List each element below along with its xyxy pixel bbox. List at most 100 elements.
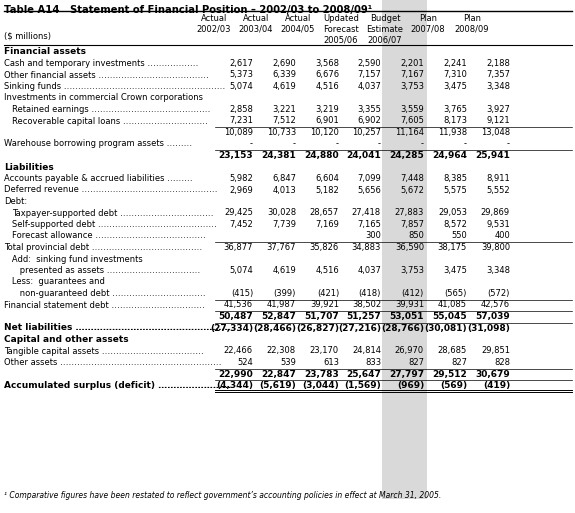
Text: (412): (412) <box>402 289 424 298</box>
Text: Self-supported debt ……………………………………: Self-supported debt …………………………………… <box>12 220 217 229</box>
Text: 29,425: 29,425 <box>224 208 253 218</box>
Text: 7,099: 7,099 <box>357 174 381 183</box>
Text: 3,219: 3,219 <box>315 105 339 114</box>
Text: -: - <box>507 140 510 148</box>
Text: 39,800: 39,800 <box>481 243 510 252</box>
Text: (572): (572) <box>488 289 510 298</box>
Text: 2,241: 2,241 <box>443 59 467 68</box>
Text: 29,869: 29,869 <box>481 208 510 218</box>
Text: 24,880: 24,880 <box>304 151 339 160</box>
Text: Financial assets: Financial assets <box>4 48 86 56</box>
Text: Capital and other assets: Capital and other assets <box>4 335 129 344</box>
Text: (1,569): (1,569) <box>344 381 381 390</box>
Text: ($ millions): ($ millions) <box>4 32 51 41</box>
Text: 833: 833 <box>365 358 381 367</box>
Text: -: - <box>378 140 381 148</box>
Text: -: - <box>421 140 424 148</box>
Text: (4,344): (4,344) <box>216 381 253 390</box>
Text: 6,902: 6,902 <box>357 116 381 126</box>
Text: Sinking funds …………………………………………………: Sinking funds ………………………………………………… <box>4 82 225 91</box>
Text: 55,045: 55,045 <box>432 312 467 321</box>
Text: 10,257: 10,257 <box>352 128 381 137</box>
Text: 13,048: 13,048 <box>481 128 510 137</box>
Text: 22,308: 22,308 <box>267 346 296 356</box>
Text: (27,334): (27,334) <box>210 324 253 332</box>
Text: 41,536: 41,536 <box>224 301 253 309</box>
Text: 4,619: 4,619 <box>272 82 296 91</box>
Text: 29,053: 29,053 <box>438 208 467 218</box>
Text: 25,941: 25,941 <box>475 151 510 160</box>
Text: 4,037: 4,037 <box>357 266 381 275</box>
Text: 3,348: 3,348 <box>486 266 510 275</box>
Text: 7,231: 7,231 <box>229 116 253 126</box>
Text: 7,357: 7,357 <box>486 70 510 80</box>
Text: 28,657: 28,657 <box>310 208 339 218</box>
Text: 9,121: 9,121 <box>486 116 510 126</box>
Text: -: - <box>464 140 467 148</box>
Text: 52,847: 52,847 <box>261 312 296 321</box>
Text: 2,858: 2,858 <box>229 105 253 114</box>
Text: 24,381: 24,381 <box>261 151 296 160</box>
Text: 5,656: 5,656 <box>357 186 381 194</box>
Text: -: - <box>336 140 339 148</box>
Text: Actual
2003/04: Actual 2003/04 <box>239 14 273 34</box>
Text: 3,765: 3,765 <box>443 105 467 114</box>
Text: 29,851: 29,851 <box>481 346 510 356</box>
Text: 23,153: 23,153 <box>218 151 253 160</box>
Text: 550: 550 <box>451 231 467 241</box>
Text: 11,938: 11,938 <box>438 128 467 137</box>
Text: 22,847: 22,847 <box>261 369 296 379</box>
Text: Cash and temporary investments ………………: Cash and temporary investments ……………… <box>4 59 198 68</box>
Text: 7,512: 7,512 <box>272 116 296 126</box>
Text: Debt:: Debt: <box>4 197 27 206</box>
Text: 3,927: 3,927 <box>486 105 510 114</box>
Text: 50,487: 50,487 <box>218 312 253 321</box>
Text: 6,847: 6,847 <box>272 174 296 183</box>
Text: 2,617: 2,617 <box>229 59 253 68</box>
Text: 7,605: 7,605 <box>400 116 424 126</box>
Text: (28,766): (28,766) <box>381 324 424 332</box>
Text: 39,931: 39,931 <box>395 301 424 309</box>
Text: Warehouse borrowing program assets ………: Warehouse borrowing program assets ……… <box>4 140 192 148</box>
Text: Forecast allowance …………………………………: Forecast allowance ………………………………… <box>12 231 206 241</box>
Text: 57,039: 57,039 <box>476 312 510 321</box>
Text: Accounts payable & accrued liabilities ………: Accounts payable & accrued liabilities …… <box>4 174 193 183</box>
Text: 22,466: 22,466 <box>224 346 253 356</box>
Text: 29,512: 29,512 <box>432 369 467 379</box>
Text: Budget
Estimate
2006/07: Budget Estimate 2006/07 <box>366 14 404 45</box>
Text: (3,044): (3,044) <box>302 381 339 390</box>
Text: 3,221: 3,221 <box>272 105 296 114</box>
Text: 10,733: 10,733 <box>267 128 296 137</box>
Text: 400: 400 <box>494 231 510 241</box>
Text: 4,516: 4,516 <box>315 82 339 91</box>
Text: (399): (399) <box>274 289 296 298</box>
Text: Taxpayer-supported debt ……………………………: Taxpayer-supported debt …………………………… <box>12 208 213 218</box>
Text: 524: 524 <box>237 358 253 367</box>
Text: (415): (415) <box>231 289 253 298</box>
Text: 22,990: 22,990 <box>218 369 253 379</box>
Text: 27,797: 27,797 <box>389 369 424 379</box>
Text: Liabilities: Liabilities <box>4 163 53 171</box>
Text: Accumulated surplus (deficit) ……………………: Accumulated surplus (deficit) …………………… <box>4 381 231 390</box>
Text: Other financial assets …………………………………: Other financial assets ………………………………… <box>4 70 209 80</box>
Text: (569): (569) <box>440 381 467 390</box>
Text: 8,385: 8,385 <box>443 174 467 183</box>
Text: Tangible capital assets ………………………………: Tangible capital assets ……………………………… <box>4 346 204 356</box>
Text: 7,448: 7,448 <box>400 174 424 183</box>
Text: 2,201: 2,201 <box>400 59 424 68</box>
Text: 3,475: 3,475 <box>443 82 467 91</box>
Text: 3,348: 3,348 <box>486 82 510 91</box>
Text: 6,676: 6,676 <box>315 70 339 80</box>
Text: 5,672: 5,672 <box>400 186 424 194</box>
Text: 34,883: 34,883 <box>352 243 381 252</box>
Text: 7,857: 7,857 <box>400 220 424 229</box>
Text: Net liabilities ……………………………………………: Net liabilities …………………………………………… <box>4 324 231 332</box>
Text: 10,120: 10,120 <box>310 128 339 137</box>
Text: 3,475: 3,475 <box>443 266 467 275</box>
Text: 35,826: 35,826 <box>310 243 339 252</box>
Text: 26,970: 26,970 <box>395 346 424 356</box>
Text: 828: 828 <box>494 358 510 367</box>
Text: ¹ Comparative figures have been restated to reflect government’s accounting poli: ¹ Comparative figures have been restated… <box>4 491 441 500</box>
Text: Updated
Forecast
2005/06: Updated Forecast 2005/06 <box>323 14 359 45</box>
Text: 4,516: 4,516 <box>315 266 339 275</box>
